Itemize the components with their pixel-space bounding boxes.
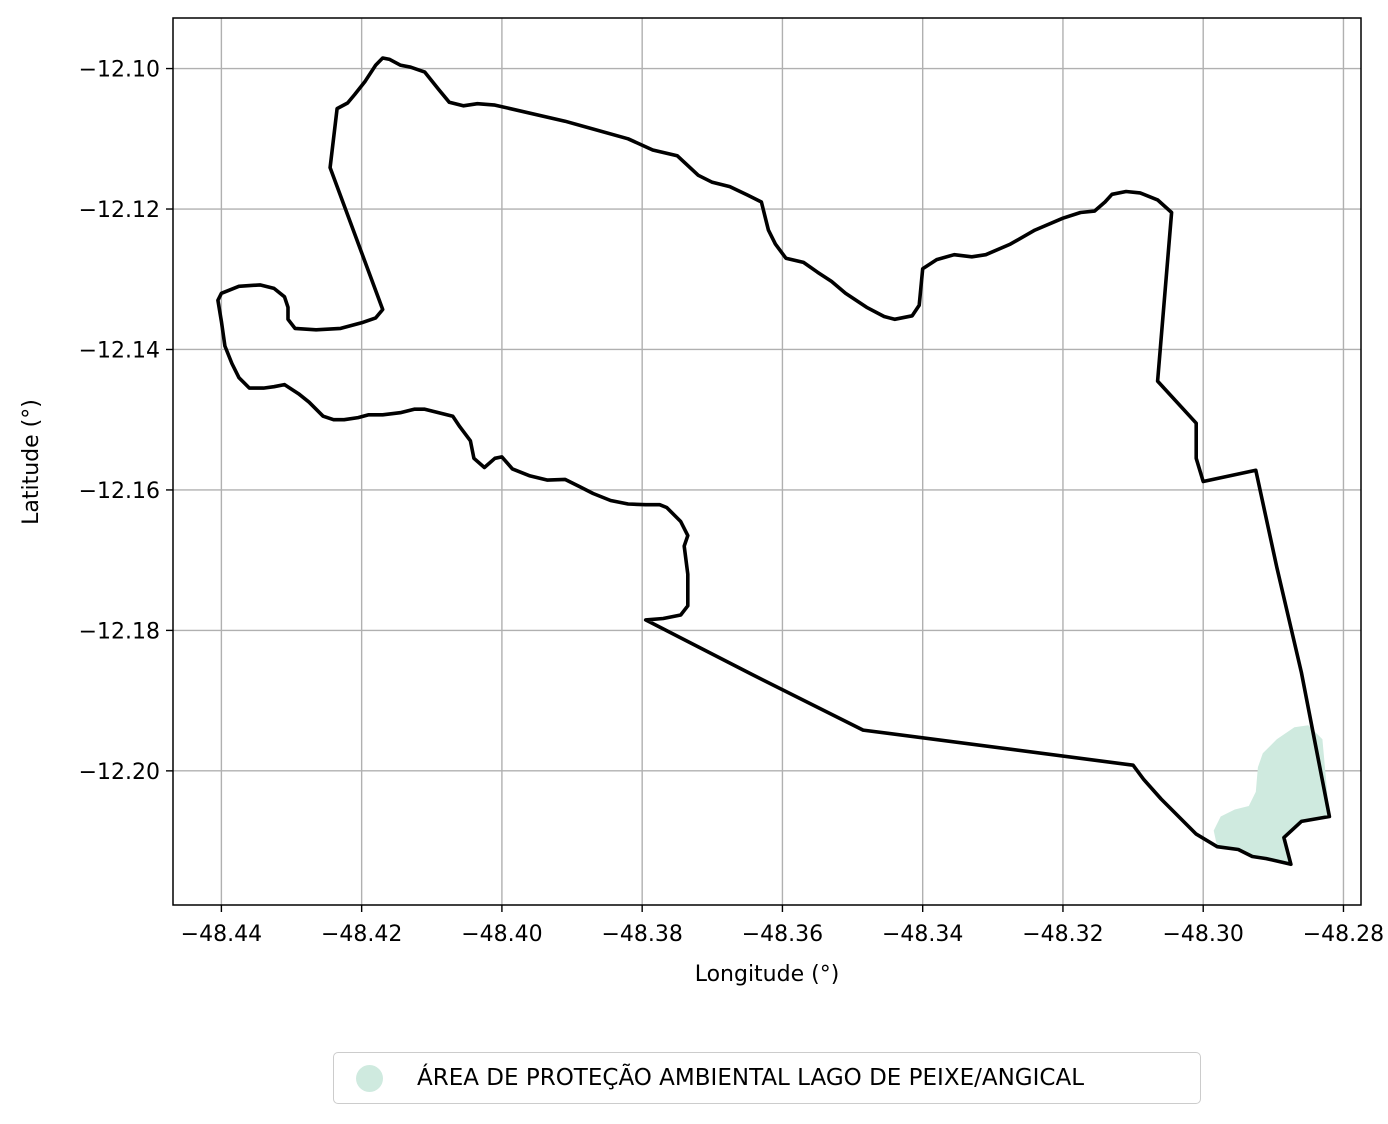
x-tick-label: −48.36 bbox=[742, 922, 823, 947]
y-tick-label: −12.16 bbox=[79, 479, 160, 504]
x-tick-label: −48.34 bbox=[882, 922, 963, 947]
y-tick-label: −12.12 bbox=[79, 198, 160, 223]
x-tick-label: −48.42 bbox=[321, 922, 402, 947]
x-axis-ticks: −48.44 −48.42 −48.40 −48.38 −48.36 −48.34 −48.… bbox=[181, 905, 1384, 947]
boundary-outline bbox=[216, 56, 1332, 867]
x-tick-label: −48.32 bbox=[1022, 922, 1103, 947]
protected-area-layer bbox=[1213, 725, 1330, 865]
y-axis-label: Latitude (°) bbox=[19, 399, 44, 525]
x-tick-label: −48.28 bbox=[1303, 922, 1384, 947]
municipality-boundary-layer bbox=[216, 56, 1332, 867]
x-axis-label: Longitude (°) bbox=[695, 962, 840, 987]
plot-frame bbox=[172, 17, 1362, 906]
x-tick-label: −48.44 bbox=[181, 922, 262, 947]
legend-label: ÁREA DE PROTEÇÃO AMBIENTAL LAGO DE PEIXE… bbox=[417, 1065, 1085, 1091]
grid bbox=[173, 18, 1361, 905]
y-tick-label: −12.18 bbox=[79, 619, 160, 644]
y-tick-label: −12.14 bbox=[79, 338, 160, 363]
protected-area-polygon bbox=[1213, 725, 1330, 865]
x-tick-label: −48.40 bbox=[461, 922, 542, 947]
legend-marker-icon bbox=[356, 1064, 383, 1092]
legend: ÁREA DE PROTEÇÃO AMBIENTAL LAGO DE PEIXE… bbox=[333, 1052, 1201, 1104]
y-tick-label: −12.10 bbox=[79, 58, 160, 83]
y-tick-label: −12.20 bbox=[79, 760, 160, 785]
y-axis-ticks: −12.10 −12.12 −12.14 −12.16 −12.18 −12.20 bbox=[79, 58, 173, 785]
x-tick-label: −48.30 bbox=[1162, 922, 1243, 947]
x-tick-label: −48.38 bbox=[601, 922, 682, 947]
